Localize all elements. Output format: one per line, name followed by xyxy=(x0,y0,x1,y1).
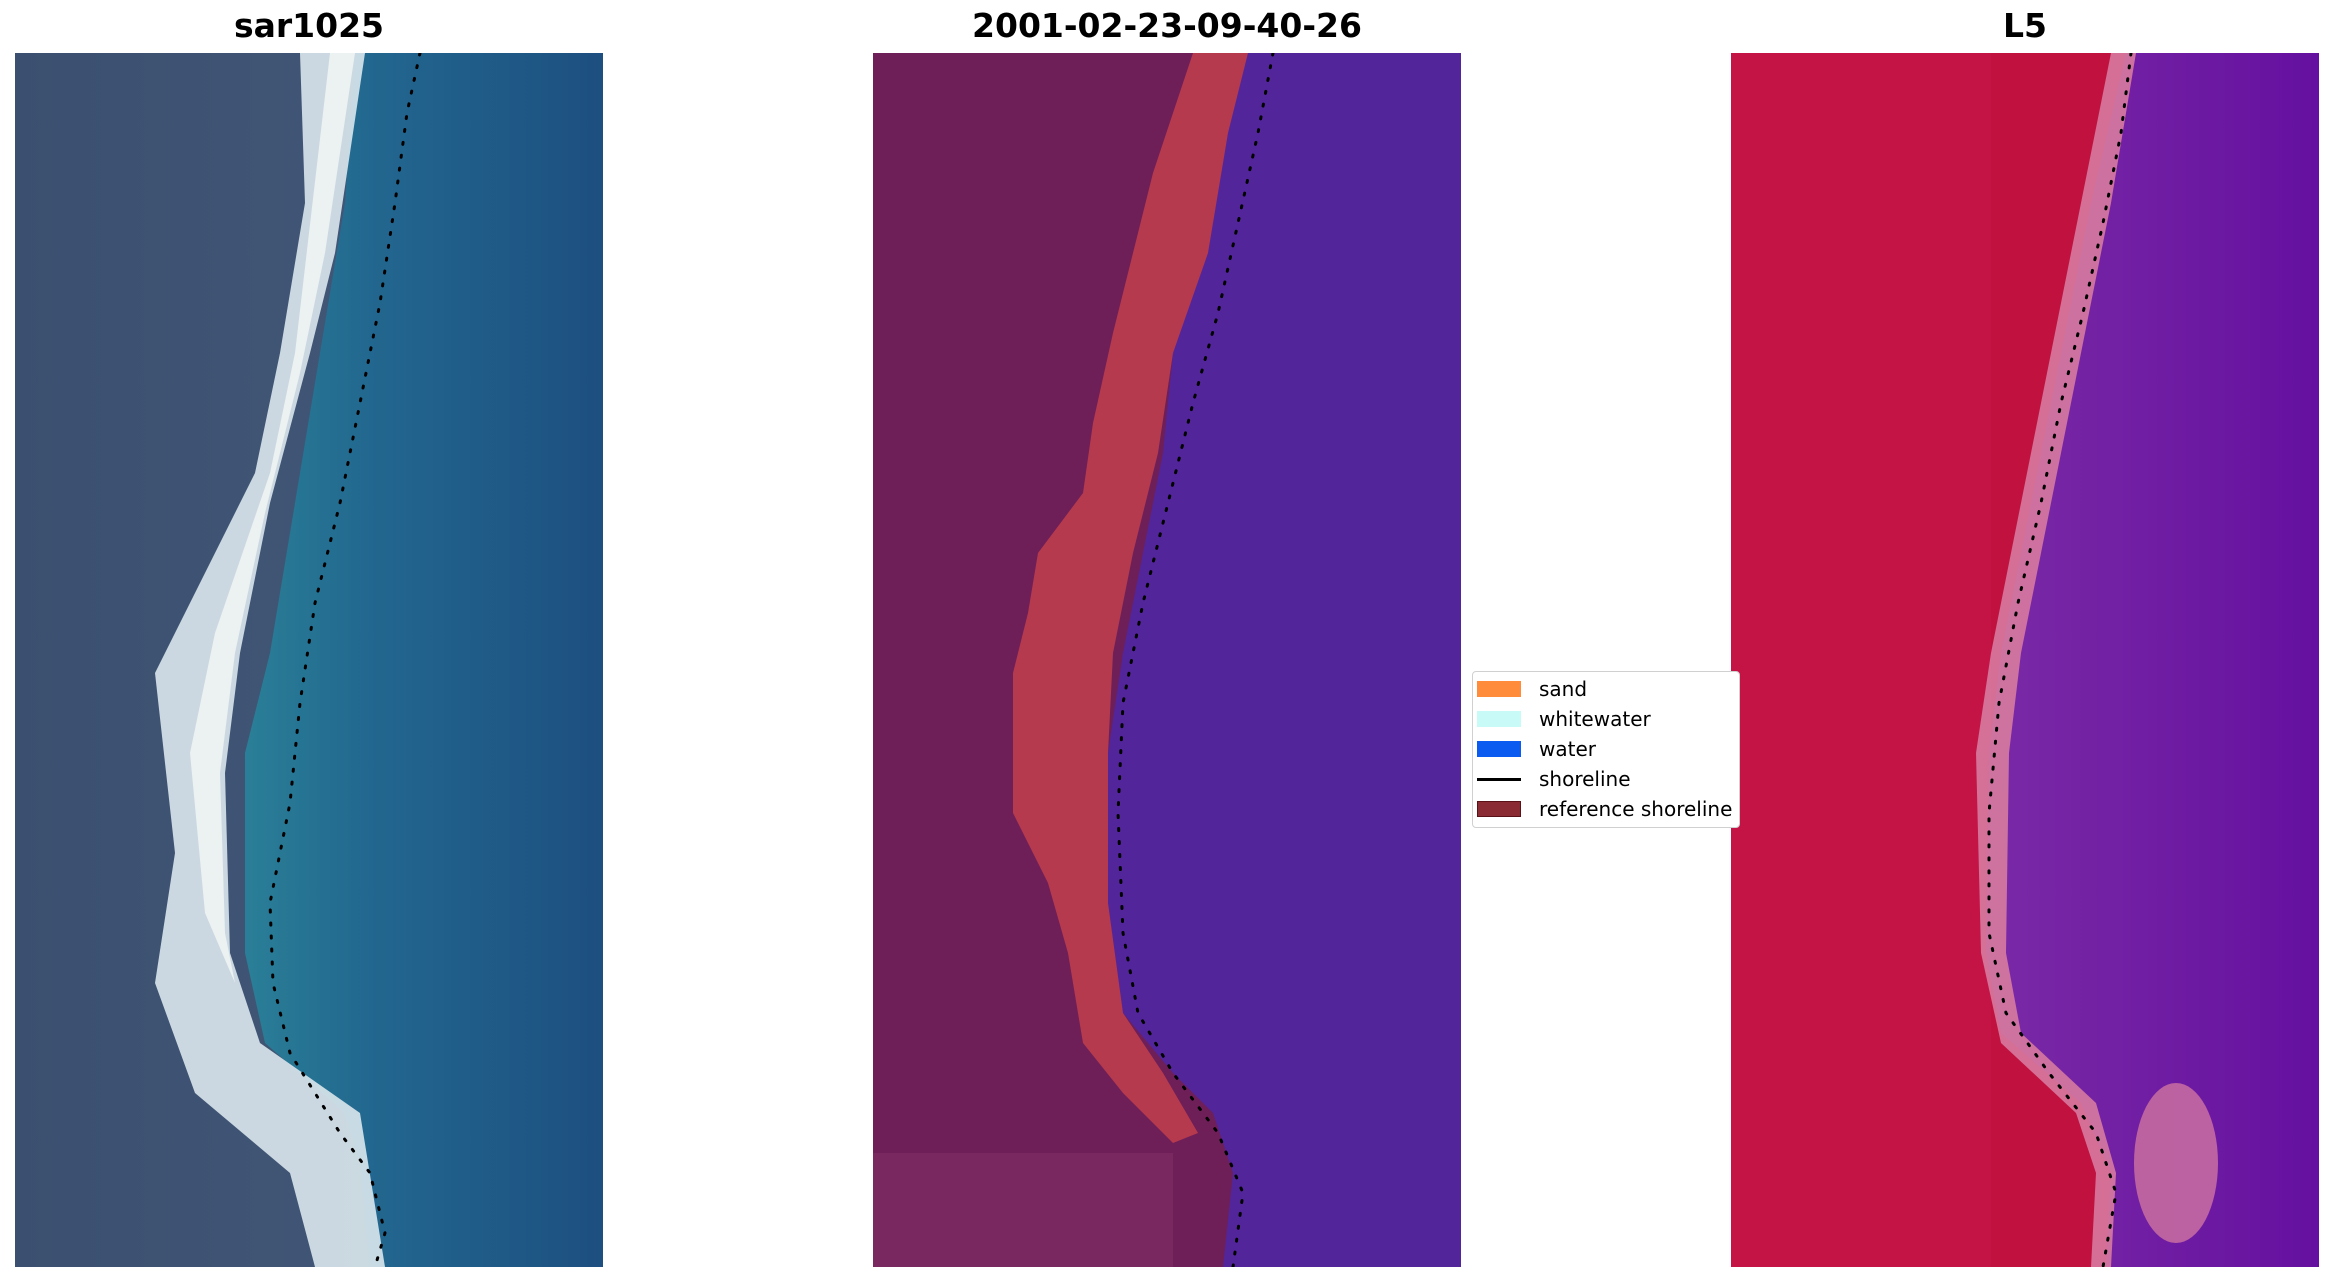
legend-label-whitewater: whitewater xyxy=(1539,707,1651,731)
shoreline-dots-right xyxy=(1987,53,2133,1267)
legend-label-sand: sand xyxy=(1539,677,1588,701)
reference-shoreline-swatch xyxy=(1477,801,1521,817)
legend-item-water: water xyxy=(1477,734,1596,764)
legend-item-shoreline: shoreline xyxy=(1477,764,1631,794)
legend-label-reference-shoreline: reference shoreline xyxy=(1539,797,1733,821)
index-image xyxy=(1731,53,2319,1267)
index-image-panel xyxy=(1731,53,2319,1267)
panel-title-middle: 2001-02-23-09-40-26 xyxy=(972,6,1362,45)
legend-item-sand: sand xyxy=(1477,674,1587,704)
legend-item-reference-shoreline: reference shoreline xyxy=(1477,794,1732,824)
whitewater-swatch xyxy=(1477,711,1521,727)
legend-label-shoreline: shoreline xyxy=(1539,767,1631,791)
legend: sand whitewater water shoreline referenc… xyxy=(1472,671,1740,828)
panel-title-left: sar1025 xyxy=(233,6,385,45)
legend-label-water: water xyxy=(1539,737,1596,761)
legend-item-whitewater: whitewater xyxy=(1477,704,1651,734)
water-swatch xyxy=(1477,741,1521,757)
sand-swatch xyxy=(1477,681,1521,697)
rgb-image-panel xyxy=(15,53,603,1267)
classified-image xyxy=(873,53,1461,1267)
rgb-image xyxy=(15,53,603,1267)
shoreline-line-swatch xyxy=(1477,777,1521,781)
classified-image-panel xyxy=(873,53,1461,1267)
panel-title-right: L5 xyxy=(2003,6,2047,45)
